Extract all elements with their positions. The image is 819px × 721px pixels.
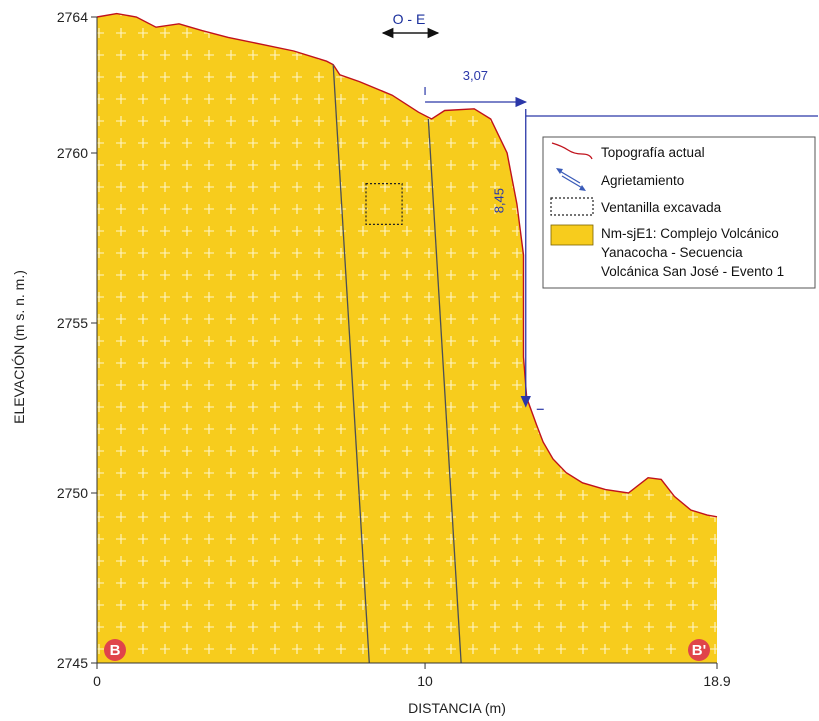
vertical-dimension-value: 8,45 [492, 188, 507, 213]
y-tick-label: 2750 [57, 485, 88, 501]
legend-unit-label-line2: Yanacocha - Secuencia [601, 245, 743, 260]
legend-topography-label: Topografía actual [601, 145, 705, 160]
fracture-line [427, 118, 462, 664]
legend-crack-label: Agrietamiento [601, 173, 684, 188]
fracture-line [332, 64, 370, 664]
horizontal-dimension-value: 3,07 [463, 68, 488, 83]
y-tick-label: 2764 [57, 9, 88, 25]
legend-window-symbol [550, 197, 594, 216]
legend-topography-symbol [551, 142, 593, 160]
y-tick-label: 2760 [57, 145, 88, 161]
x-tick-label: 10 [417, 673, 433, 689]
legend-crack-icon [556, 168, 586, 191]
legend-unit-label-line3: Volcánica San José - Evento 1 [601, 264, 784, 279]
y-axis-ticks: 2764 2760 2755 2750 2745 [57, 9, 97, 671]
dimension-annotations: 3,07 8,45 [424, 68, 818, 410]
x-tick-label: 18.9 [703, 673, 730, 689]
x-axis-ticks: 0 10 18.9 [93, 663, 731, 689]
legend-window-label: Ventanilla excavada [601, 200, 722, 215]
y-tick-label: 2755 [57, 315, 88, 331]
fracture-lines [332, 64, 462, 664]
volcanic-unit-fill [97, 13, 717, 664]
section-start-marker: B [104, 639, 126, 661]
section-start-label: B [110, 642, 121, 659]
x-tick-label: 0 [93, 673, 101, 689]
direction-indicator: O - E [381, 11, 440, 39]
excavated-window [365, 183, 403, 226]
y-tick-label: 2745 [57, 655, 88, 671]
section-end-marker: B' [688, 639, 710, 661]
legend-box [542, 136, 816, 289]
legend-unit-swatch [550, 224, 594, 246]
direction-label: O - E [393, 11, 426, 27]
y-axis-title: ELEVACIÓN (m s. n. m.) [11, 270, 27, 424]
legend: Topografía actual Agrietamiento Ventanil… [542, 136, 816, 289]
legend-unit-label-line1: Nm-sjE1: Complejo Volcánico [601, 226, 779, 241]
x-axis-title: DISTANCIA (m) [408, 700, 506, 716]
topography-line [96, 12, 718, 518]
section-end-label: B' [692, 642, 706, 659]
